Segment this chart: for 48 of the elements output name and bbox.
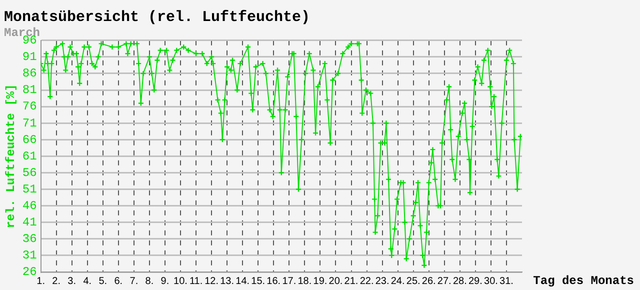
x-tick-label: 7. bbox=[130, 276, 138, 287]
y-tick-label: 86 bbox=[22, 66, 37, 81]
x-tick-label: 3. bbox=[68, 276, 76, 287]
y-tick-label: 41 bbox=[22, 216, 37, 230]
x-tick-label: 1. bbox=[36, 276, 45, 287]
x-tick-label: 26. bbox=[422, 276, 436, 287]
y-tick-label: 56 bbox=[22, 166, 37, 180]
x-tick-label: 5. bbox=[98, 276, 108, 287]
x-tick-label: 30. bbox=[484, 276, 498, 287]
y-tick-label: 81 bbox=[22, 83, 37, 98]
x-tick-label: 22. bbox=[360, 276, 374, 287]
x-tick-label: 18. bbox=[298, 276, 312, 287]
x-tick-label: 16. bbox=[266, 276, 281, 287]
y-tick-label: 91 bbox=[22, 50, 37, 64]
x-tick-label: 4. bbox=[83, 276, 92, 287]
y-tick-label: 31 bbox=[22, 248, 37, 263]
x-tick-label: 25. bbox=[406, 276, 420, 287]
x-tick-label: 9. bbox=[160, 276, 170, 287]
chart-title: Monatsübersicht (rel. Luftfeuchte) bbox=[4, 8, 310, 26]
y-tick-label: 61 bbox=[22, 149, 37, 164]
x-tick-label: 10. bbox=[174, 276, 188, 287]
x-tick-label: 13. bbox=[220, 276, 234, 287]
x-tick-label: 14. bbox=[236, 276, 250, 287]
x-tick-label: 19. bbox=[313, 276, 328, 287]
y-tick-label: 51 bbox=[22, 182, 37, 196]
y-tick-label: 66 bbox=[22, 132, 37, 147]
x-axis-title: Tag des Monats bbox=[533, 274, 634, 288]
x-tick-label: 29. bbox=[468, 276, 482, 287]
x-tick-label: 23. bbox=[375, 276, 390, 287]
x-tick-label: 17. bbox=[282, 276, 296, 287]
y-tick-label: 46 bbox=[22, 199, 37, 213]
y-tick-label: 26 bbox=[22, 265, 37, 280]
x-tick-label: 15. bbox=[251, 276, 266, 287]
x-tick-label: 6. bbox=[114, 276, 123, 287]
x-tick-label: 31. bbox=[500, 276, 514, 287]
x-tick-label: 20. bbox=[328, 276, 343, 287]
x-tick-label: 8. bbox=[145, 276, 154, 287]
x-tick-label: 27. bbox=[437, 276, 452, 287]
x-tick-label: 12. bbox=[204, 276, 219, 287]
y-axis-title: rel. Luftfeuchte [%] bbox=[4, 84, 18, 228]
x-tick-label: 11. bbox=[189, 276, 203, 287]
y-tick-label: 36 bbox=[22, 232, 37, 246]
x-tick-label: 28. bbox=[452, 276, 467, 287]
x-tick-label: 24. bbox=[390, 276, 405, 287]
x-tick-label: 21. bbox=[344, 276, 358, 287]
y-tick-label: 71 bbox=[22, 116, 37, 130]
x-tick-label: 2. bbox=[52, 276, 60, 287]
y-tick-label: 76 bbox=[22, 100, 37, 114]
